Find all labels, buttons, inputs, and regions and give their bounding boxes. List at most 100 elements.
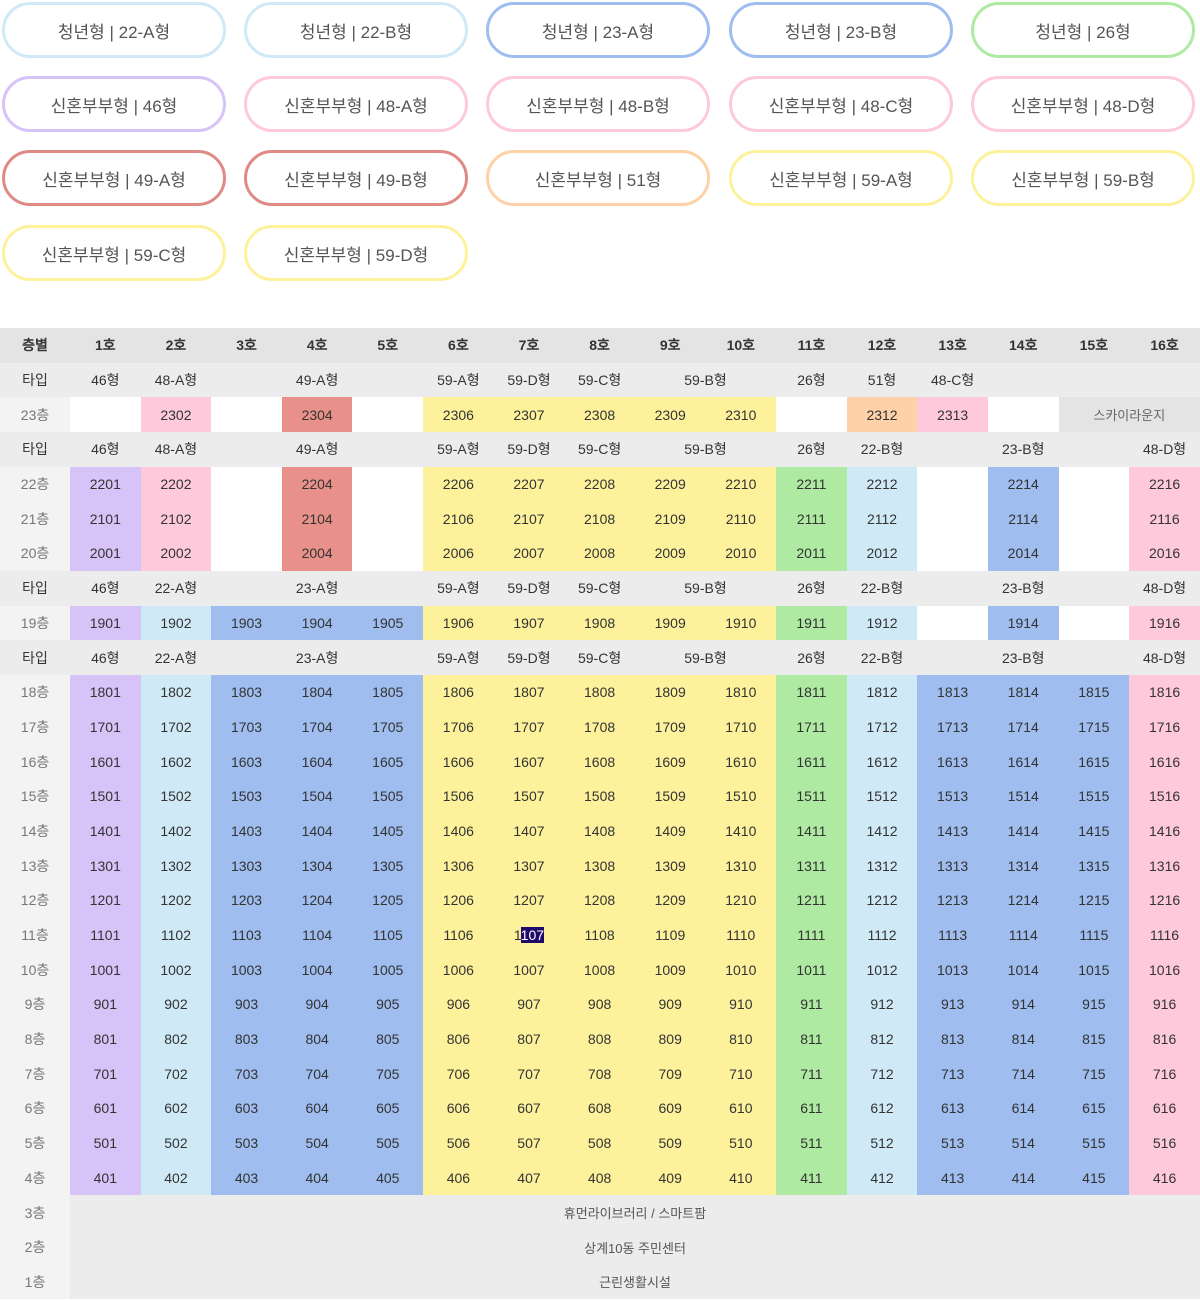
unit-cell[interactable]: 1809 (634, 674, 706, 710)
unit-cell[interactable]: 1016 (1129, 952, 1200, 988)
unit-cell[interactable]: 1508 (564, 778, 635, 814)
unit-cell[interactable]: 1312 (846, 848, 918, 883)
unit-cell[interactable]: 416 (1129, 1160, 1200, 1196)
unit-cell[interactable]: 501 (70, 1125, 141, 1161)
unit-cell[interactable]: 412 (846, 1160, 918, 1196)
unit-cell[interactable]: 1404 (281, 813, 353, 849)
unit-type-pill[interactable]: 신혼부부형 | 59-A형 (729, 150, 953, 206)
unit-cell[interactable]: 503 (211, 1125, 282, 1161)
unit-cell[interactable]: 910 (705, 987, 777, 1022)
unit-cell[interactable]: 703 (211, 1056, 282, 1092)
unit-type-pill[interactable]: 신혼부부형 | 51형 (486, 150, 710, 206)
unit-cell[interactable]: 2313 (917, 397, 988, 433)
unit-cell[interactable]: 905 (352, 987, 424, 1022)
unit-cell[interactable]: 408 (564, 1160, 635, 1196)
unit-cell[interactable]: 803 (211, 1021, 282, 1057)
unit-cell[interactable]: 712 (846, 1056, 918, 1092)
unit-cell[interactable]: 2101 (70, 501, 141, 537)
unit-cell[interactable]: 1401 (70, 813, 141, 849)
unit-cell[interactable]: 507 (493, 1125, 565, 1161)
unit-cell[interactable]: 2104 (281, 501, 353, 537)
unit-cell[interactable]: 1001 (70, 952, 141, 988)
unit-cell[interactable]: 505 (352, 1125, 424, 1161)
unit-cell[interactable]: 816 (1129, 1021, 1200, 1057)
unit-cell[interactable]: 2016 (1129, 536, 1200, 571)
unit-cell[interactable]: 1605 (352, 744, 424, 779)
unit-cell[interactable]: 2109 (634, 501, 706, 537)
unit-cell[interactable]: 1907 (493, 605, 565, 641)
unit-cell[interactable]: 1606 (423, 744, 494, 779)
unit-cell[interactable]: 2107 (493, 501, 565, 537)
unit-cell[interactable]: 906 (423, 987, 494, 1022)
unit-cell[interactable]: 1709 (634, 709, 706, 745)
unit-cell[interactable]: 811 (776, 1021, 847, 1057)
unit-cell[interactable]: 2307 (493, 397, 565, 433)
unit-cell[interactable]: 1507 (493, 778, 565, 814)
unit-cell[interactable]: 1301 (70, 848, 141, 883)
unit-cell[interactable]: 511 (776, 1125, 847, 1161)
unit-cell[interactable]: 1116 (1129, 917, 1200, 953)
unit-cell[interactable]: 1409 (634, 813, 706, 849)
unit-cell[interactable]: 1803 (211, 674, 282, 710)
unit-cell[interactable]: 1103 (211, 917, 282, 953)
unit-cell[interactable]: 813 (917, 1021, 988, 1057)
unit-cell[interactable]: 403 (211, 1160, 282, 1196)
unit-cell[interactable]: 1214 (987, 883, 1059, 918)
unit-cell[interactable]: 1006 (423, 952, 494, 988)
unit-cell[interactable]: 1306 (423, 848, 494, 883)
unit-cell[interactable]: 2214 (987, 466, 1059, 502)
unit-cell[interactable]: 2308 (564, 397, 635, 433)
unit-cell[interactable]: 1601 (70, 744, 141, 779)
unit-cell[interactable]: 1509 (634, 778, 706, 814)
unit-type-pill[interactable]: 신혼부부형 | 48-C형 (729, 76, 953, 132)
unit-cell[interactable]: 1302 (140, 848, 212, 883)
unit-cell[interactable]: 909 (634, 987, 706, 1022)
unit-cell[interactable]: 1204 (281, 883, 353, 918)
unit-cell[interactable]: 1311 (776, 848, 847, 883)
unit-cell[interactable]: 1410 (705, 813, 777, 849)
unit-cell[interactable]: 1007 (493, 952, 565, 988)
unit-cell[interactable]: 1207 (493, 883, 565, 918)
unit-cell[interactable]: 2112 (846, 501, 918, 537)
unit-cell[interactable]: 401 (70, 1160, 141, 1196)
unit-type-pill[interactable]: 청년형 | 26형 (971, 2, 1195, 58)
unit-cell[interactable]: 2010 (705, 536, 777, 571)
unit-cell[interactable]: 1801 (70, 674, 141, 710)
unit-cell[interactable]: 1706 (423, 709, 494, 745)
unit-cell[interactable]: 2001 (70, 536, 141, 571)
unit-cell[interactable]: 1613 (917, 744, 988, 779)
unit-cell[interactable]: 1707 (493, 709, 565, 745)
unit-cell[interactable]: 1609 (634, 744, 706, 779)
unit-cell[interactable]: 1002 (140, 952, 212, 988)
unit-cell[interactable]: 1807 (493, 674, 565, 710)
unit-cell[interactable]: 706 (423, 1056, 494, 1092)
unit-cell[interactable]: 908 (564, 987, 635, 1022)
unit-cell[interactable]: 807 (493, 1021, 565, 1057)
unit-cell[interactable]: 1511 (776, 778, 847, 814)
unit-cell[interactable]: 2309 (634, 397, 706, 433)
unit-cell[interactable]: 1107 (493, 917, 565, 953)
unit-cell[interactable]: 1015 (1058, 952, 1130, 988)
unit-cell[interactable]: 1808 (564, 674, 635, 710)
unit-cell[interactable]: 1414 (987, 813, 1059, 849)
unit-cell[interactable]: 605 (352, 1091, 424, 1126)
unit-cell[interactable]: 1205 (352, 883, 424, 918)
unit-cell[interactable]: 903 (211, 987, 282, 1022)
unit-cell[interactable]: 516 (1129, 1125, 1200, 1161)
unit-cell[interactable]: 1115 (1058, 917, 1130, 953)
unit-cell[interactable]: 1710 (705, 709, 777, 745)
unit-cell[interactable]: 806 (423, 1021, 494, 1057)
unit-cell[interactable]: 904 (281, 987, 353, 1022)
unit-cell[interactable]: 1216 (1129, 883, 1200, 918)
unit-cell[interactable]: 1315 (1058, 848, 1130, 883)
unit-cell[interactable]: 2008 (564, 536, 635, 571)
unit-cell[interactable]: 814 (987, 1021, 1059, 1057)
unit-cell[interactable]: 1916 (1129, 605, 1200, 641)
unit-cell[interactable]: 1009 (634, 952, 706, 988)
unit-cell[interactable]: 2114 (987, 501, 1059, 537)
unit-cell[interactable]: 409 (634, 1160, 706, 1196)
unit-cell[interactable]: 1415 (1058, 813, 1130, 849)
unit-cell[interactable]: 2102 (140, 501, 212, 537)
unit-cell[interactable]: 2312 (846, 397, 918, 433)
unit-cell[interactable]: 1816 (1129, 674, 1200, 710)
